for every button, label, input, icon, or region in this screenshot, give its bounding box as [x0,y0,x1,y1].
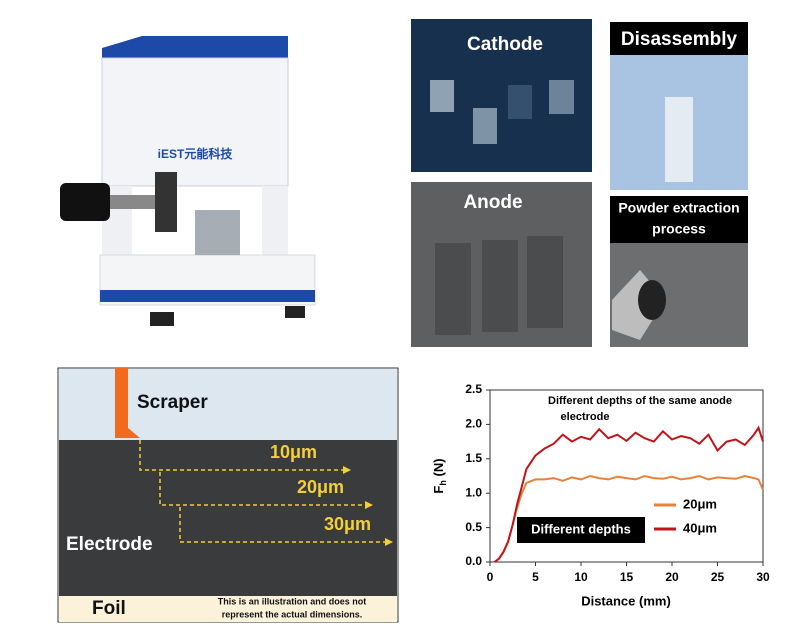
arrow-head [343,466,351,474]
x-tick-label: 10 [574,570,588,584]
arrow-head [365,501,373,509]
stage [155,172,177,232]
legend-label: 20μm [683,496,717,511]
powder [638,280,666,320]
arrow-head [385,538,393,546]
chart: Different depths of the same anode elect… [415,368,789,631]
x-tick-label: 0 [487,570,494,584]
scraper-label: Scraper [137,392,208,413]
annotation-box [517,517,645,543]
illustration: Scraper 10μm 20μm 30μm Electrode Foil Th… [57,367,399,623]
x-tick-label: 15 [620,570,634,584]
note: This is an illustration and does not [218,596,367,606]
legend-label: 40μm [683,520,717,535]
foot [285,306,305,318]
sample [435,243,471,335]
y-tick-label: 2.5 [465,382,482,396]
scraper [115,368,140,438]
arrow [139,440,345,471]
disassembly-label: Disassembly [621,29,738,50]
x-tick-label: 25 [711,570,725,584]
foil-region [59,596,397,622]
y-axis-label-part: F [431,486,446,494]
brand-label: iEST元能科技 [158,146,234,161]
sample [527,236,563,328]
sample [430,80,454,112]
depth-arrows [139,440,387,543]
arrow [159,472,367,506]
cathode-label: Cathode [467,34,543,55]
chart-bg [415,368,789,631]
powder-label: process [652,221,706,237]
disassembly-header [610,22,748,55]
arrow-heads [343,466,393,546]
y-axis-label-sub: h [438,480,448,486]
depth-label: 20μm [297,477,344,497]
note: represent the actual dimensions. [222,609,363,619]
clamp [195,210,240,255]
anode-label: Anode [463,192,522,213]
y-axis-label: Fh (N) [431,458,448,493]
powder-label: Powder extraction [618,200,739,216]
depth-label: 10μm [270,442,317,462]
foil-label: Foil [92,598,126,619]
x-tick-label: 20 [665,570,679,584]
chart-title: electrode [561,411,610,423]
micrometer-shaft [110,195,160,209]
x-tick-label: 5 [532,570,539,584]
machine-top [102,36,288,60]
instrument-photo: iEST元能科技 [0,0,400,350]
y-tick-label: 1.0 [465,485,482,499]
depth-label: 30μm [324,514,371,534]
foot [150,312,174,326]
x-tick-label: 30 [756,570,770,584]
y-tick-label: 2.0 [465,417,482,431]
electrode-region [59,440,397,596]
air-region [59,369,397,440]
y-axis-label-part: (N) [431,458,446,480]
micrometer [60,183,110,221]
series-line [493,474,764,563]
y-tick-label: 0.5 [465,520,482,534]
y-tick-label: 1.5 [465,451,482,465]
arrow [179,507,387,543]
powder-header [610,196,748,243]
x-axis-label: Distance (mm) [581,593,671,608]
machine-head [101,57,289,187]
series-line [493,425,764,563]
chart-title: Different depths of the same anode [548,395,732,407]
annotation: Different depths [531,521,631,536]
sample [549,80,574,114]
sample [508,85,532,119]
sample [473,108,497,144]
sample [665,97,693,182]
electrode-label: Electrode [66,534,153,555]
sample [482,240,518,332]
machine-base-stripe [100,290,315,302]
y-tick-label: 0.0 [465,554,482,568]
